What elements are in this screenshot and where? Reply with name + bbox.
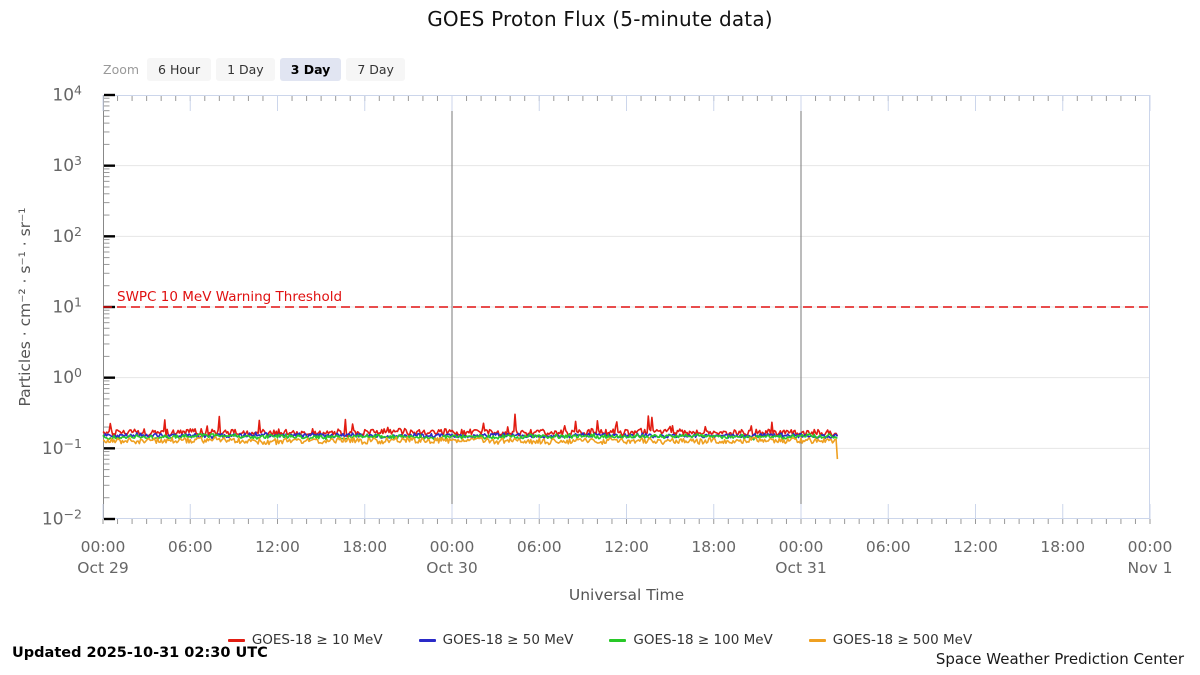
- x-axis-title: Universal Time: [569, 586, 684, 604]
- y-axis-label: 104: [52, 83, 82, 106]
- legend-item-100mev[interactable]: GOES-18 ≥ 100 MeV: [609, 632, 773, 648]
- x-axis-time-label: 00:00: [430, 538, 475, 556]
- x-axis-time-label: 18:00: [691, 538, 736, 556]
- legend-label-100mev: GOES-18 ≥ 100 MeV: [633, 632, 773, 648]
- updated-timestamp: Updated 2025-10-31 02:30 UTC: [12, 645, 268, 661]
- zoom-button-7day[interactable]: 7 Day: [346, 58, 405, 81]
- x-axis-time-label: 00:00: [1128, 538, 1173, 556]
- legend-swatch-100mev: [609, 638, 627, 642]
- zoom-button-6hour[interactable]: 6 Hour: [147, 58, 212, 81]
- series-line-2: [102, 432, 838, 441]
- x-axis-time-label: 06:00: [168, 538, 213, 556]
- x-axis-time-label: 00:00: [779, 538, 824, 556]
- swpc-credit: Space Weather Prediction Center: [935, 650, 1184, 668]
- x-axis-time-label: 18:00: [1040, 538, 1085, 556]
- x-axis-date-label: Oct 31: [775, 559, 826, 577]
- legend-item-10mev[interactable]: GOES-18 ≥ 10 MeV: [227, 632, 383, 648]
- x-axis-time-label: 12:00: [255, 538, 300, 556]
- y-axis-label: 10−2: [42, 507, 82, 530]
- zoom-button-3day[interactable]: 3 Day: [279, 58, 342, 81]
- legend-item-50mev[interactable]: GOES-18 ≥ 50 MeV: [418, 632, 574, 648]
- y-axis-label: 103: [52, 153, 82, 176]
- legend-label-50mev: GOES-18 ≥ 50 MeV: [442, 632, 574, 648]
- x-axis-time-label: 12:00: [953, 538, 998, 556]
- series-line-0: [102, 413, 839, 438]
- y-axis-title: Particles · cm⁻² · s⁻¹ · sr⁻¹: [16, 207, 34, 406]
- y-axis-label: 101: [52, 295, 82, 318]
- chart-legend: GOES-18 ≥ 10 MeV GOES-18 ≥ 50 MeV GOES-1…: [0, 632, 1200, 648]
- x-axis-date-label: Nov 1: [1127, 559, 1172, 577]
- legend-swatch-500mev: [808, 638, 826, 642]
- zoom-button-1day[interactable]: 1 Day: [216, 58, 275, 81]
- x-axis-time-label: 06:00: [517, 538, 562, 556]
- x-axis-time-label: 18:00: [342, 538, 387, 556]
- warning-threshold-label: SWPC 10 MeV Warning Threshold: [117, 289, 342, 305]
- series-line-3: [102, 436, 839, 460]
- zoom-controls: Zoom 6 Hour 1 Day 3 Day 7 Day: [103, 58, 410, 81]
- legend-label-10mev: GOES-18 ≥ 10 MeV: [251, 632, 383, 648]
- x-axis-time-label: 06:00: [866, 538, 911, 556]
- legend-item-500mev[interactable]: GOES-18 ≥ 500 MeV: [808, 632, 973, 648]
- x-axis-time-label: 12:00: [604, 538, 649, 556]
- legend-label-500mev: GOES-18 ≥ 500 MeV: [832, 632, 973, 648]
- x-axis-date-label: Oct 29: [77, 559, 128, 577]
- x-axis-time-label: 00:00: [81, 538, 126, 556]
- legend-swatch-10mev: [227, 638, 245, 642]
- x-axis-date-label: Oct 30: [426, 559, 477, 577]
- zoom-caption: Zoom: [103, 62, 140, 77]
- legend-swatch-50mev: [418, 638, 436, 642]
- y-axis-label: 100: [52, 365, 82, 388]
- page-title: GOES Proton Flux (5-minute data): [427, 7, 773, 31]
- y-axis-label: 10−1: [42, 436, 82, 459]
- y-axis-label: 102: [52, 224, 82, 247]
